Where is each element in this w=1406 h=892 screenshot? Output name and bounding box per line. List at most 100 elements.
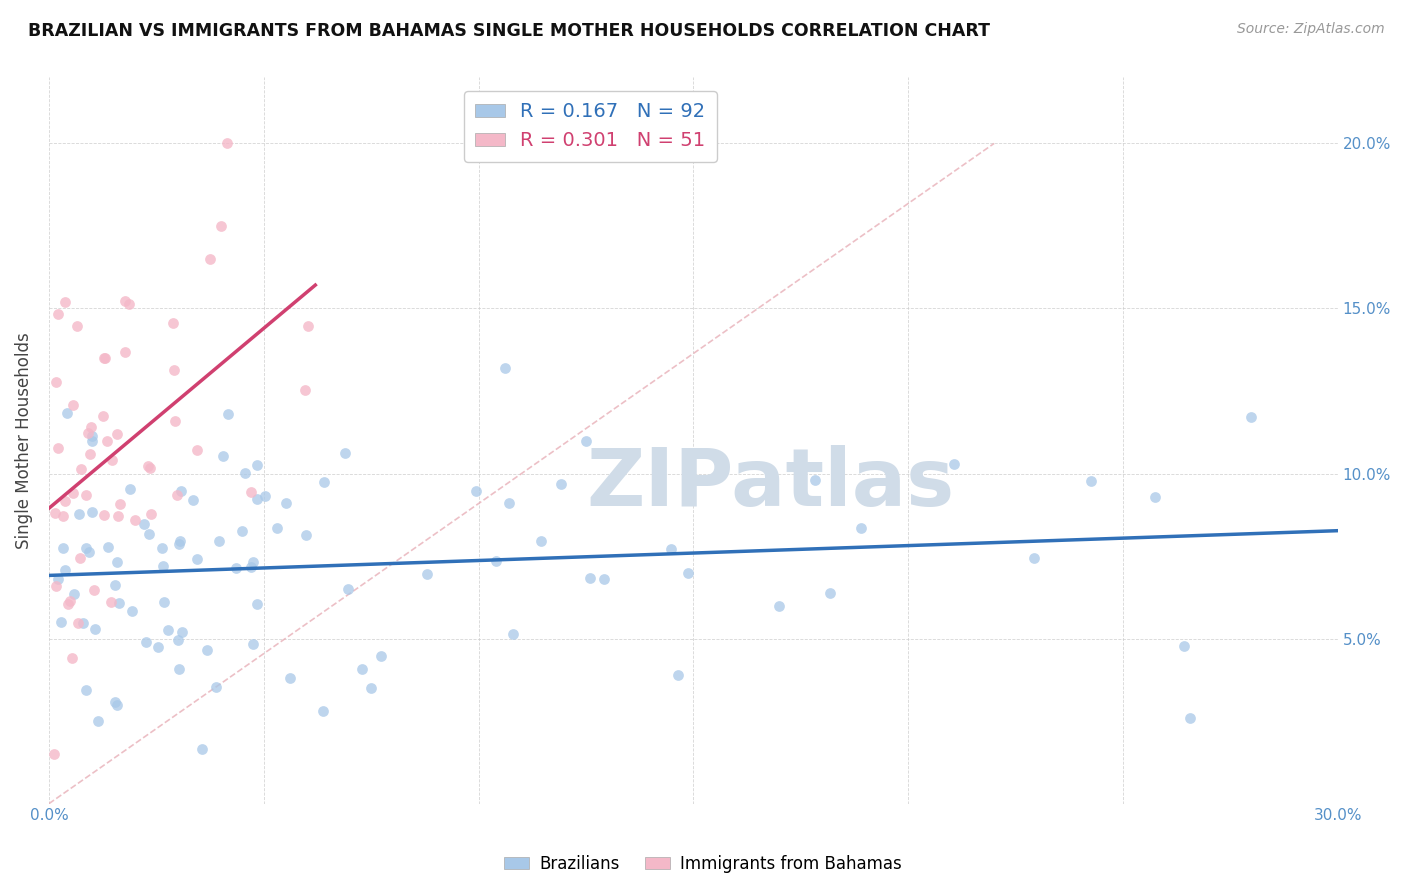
Point xyxy=(579,571,602,585)
Point xyxy=(335,446,357,460)
Point xyxy=(195,643,218,657)
Point xyxy=(110,497,132,511)
Point xyxy=(124,513,146,527)
Point xyxy=(56,406,79,420)
Point xyxy=(1143,490,1166,504)
Point xyxy=(93,508,115,522)
Point xyxy=(209,219,232,233)
Point xyxy=(77,545,100,559)
Point xyxy=(101,453,124,467)
Point xyxy=(162,316,184,330)
Point xyxy=(416,566,439,581)
Point xyxy=(80,419,103,434)
Point xyxy=(191,742,214,756)
Point xyxy=(157,623,180,637)
Point xyxy=(205,680,228,694)
Point xyxy=(62,398,84,412)
Point xyxy=(135,635,157,649)
Point xyxy=(105,698,128,712)
Point xyxy=(370,649,392,664)
Point xyxy=(350,662,373,676)
Point xyxy=(69,550,91,565)
Point xyxy=(55,563,77,577)
Point xyxy=(200,252,222,266)
Point xyxy=(87,714,110,728)
Point xyxy=(75,487,97,501)
Point xyxy=(62,485,84,500)
Point xyxy=(146,640,169,654)
Legend: R = 0.167   N = 92, R = 0.301   N = 51: R = 0.167 N = 92, R = 0.301 N = 51 xyxy=(464,91,717,161)
Point xyxy=(75,541,97,556)
Point xyxy=(80,505,103,519)
Point xyxy=(676,566,699,580)
Point xyxy=(66,319,89,334)
Point xyxy=(163,414,186,428)
Point xyxy=(502,627,524,641)
Point xyxy=(666,668,689,682)
Point xyxy=(276,496,298,510)
Point xyxy=(53,295,76,310)
Point xyxy=(52,541,75,556)
Point xyxy=(312,475,335,490)
Point xyxy=(166,488,188,502)
Point xyxy=(75,682,97,697)
Point xyxy=(167,633,190,648)
Point xyxy=(91,409,114,423)
Point xyxy=(240,560,263,574)
Point xyxy=(254,489,277,503)
Point xyxy=(46,307,69,321)
Point xyxy=(280,672,302,686)
Point xyxy=(818,586,841,600)
Point xyxy=(105,427,128,442)
Point xyxy=(79,447,101,461)
Point xyxy=(84,622,107,636)
Point xyxy=(134,517,156,532)
Point xyxy=(297,319,319,334)
Point xyxy=(136,458,159,473)
Point xyxy=(152,595,174,609)
Legend: Brazilians, Immigrants from Bahamas: Brazilians, Immigrants from Bahamas xyxy=(498,848,908,880)
Point xyxy=(768,599,790,613)
Point xyxy=(139,460,162,475)
Point xyxy=(294,384,316,398)
Point xyxy=(218,407,240,421)
Point xyxy=(207,534,229,549)
Point xyxy=(46,441,69,455)
Point xyxy=(66,615,89,630)
Point xyxy=(114,345,136,359)
Point xyxy=(169,662,191,676)
Point xyxy=(266,521,288,535)
Point xyxy=(162,363,184,377)
Point xyxy=(44,506,66,520)
Point xyxy=(593,572,616,586)
Point xyxy=(60,651,83,665)
Point xyxy=(181,493,204,508)
Point xyxy=(233,466,256,480)
Point xyxy=(498,496,520,510)
Point xyxy=(82,434,104,448)
Point xyxy=(46,573,69,587)
Point xyxy=(217,136,239,151)
Point xyxy=(77,426,100,441)
Point xyxy=(138,526,160,541)
Point xyxy=(494,360,516,375)
Point xyxy=(1240,409,1263,424)
Point xyxy=(661,541,683,556)
Point xyxy=(485,554,508,568)
Point xyxy=(108,596,131,610)
Point xyxy=(80,429,103,443)
Point xyxy=(231,524,253,538)
Point xyxy=(242,637,264,651)
Text: ZIPatlas: ZIPatlas xyxy=(586,445,955,523)
Point xyxy=(69,462,91,476)
Point xyxy=(67,508,90,522)
Point xyxy=(239,485,262,500)
Point xyxy=(72,615,94,630)
Point xyxy=(45,375,67,389)
Point xyxy=(170,624,193,639)
Point xyxy=(152,559,174,574)
Point xyxy=(186,443,208,458)
Point xyxy=(100,595,122,609)
Point xyxy=(103,578,125,592)
Point xyxy=(170,484,193,499)
